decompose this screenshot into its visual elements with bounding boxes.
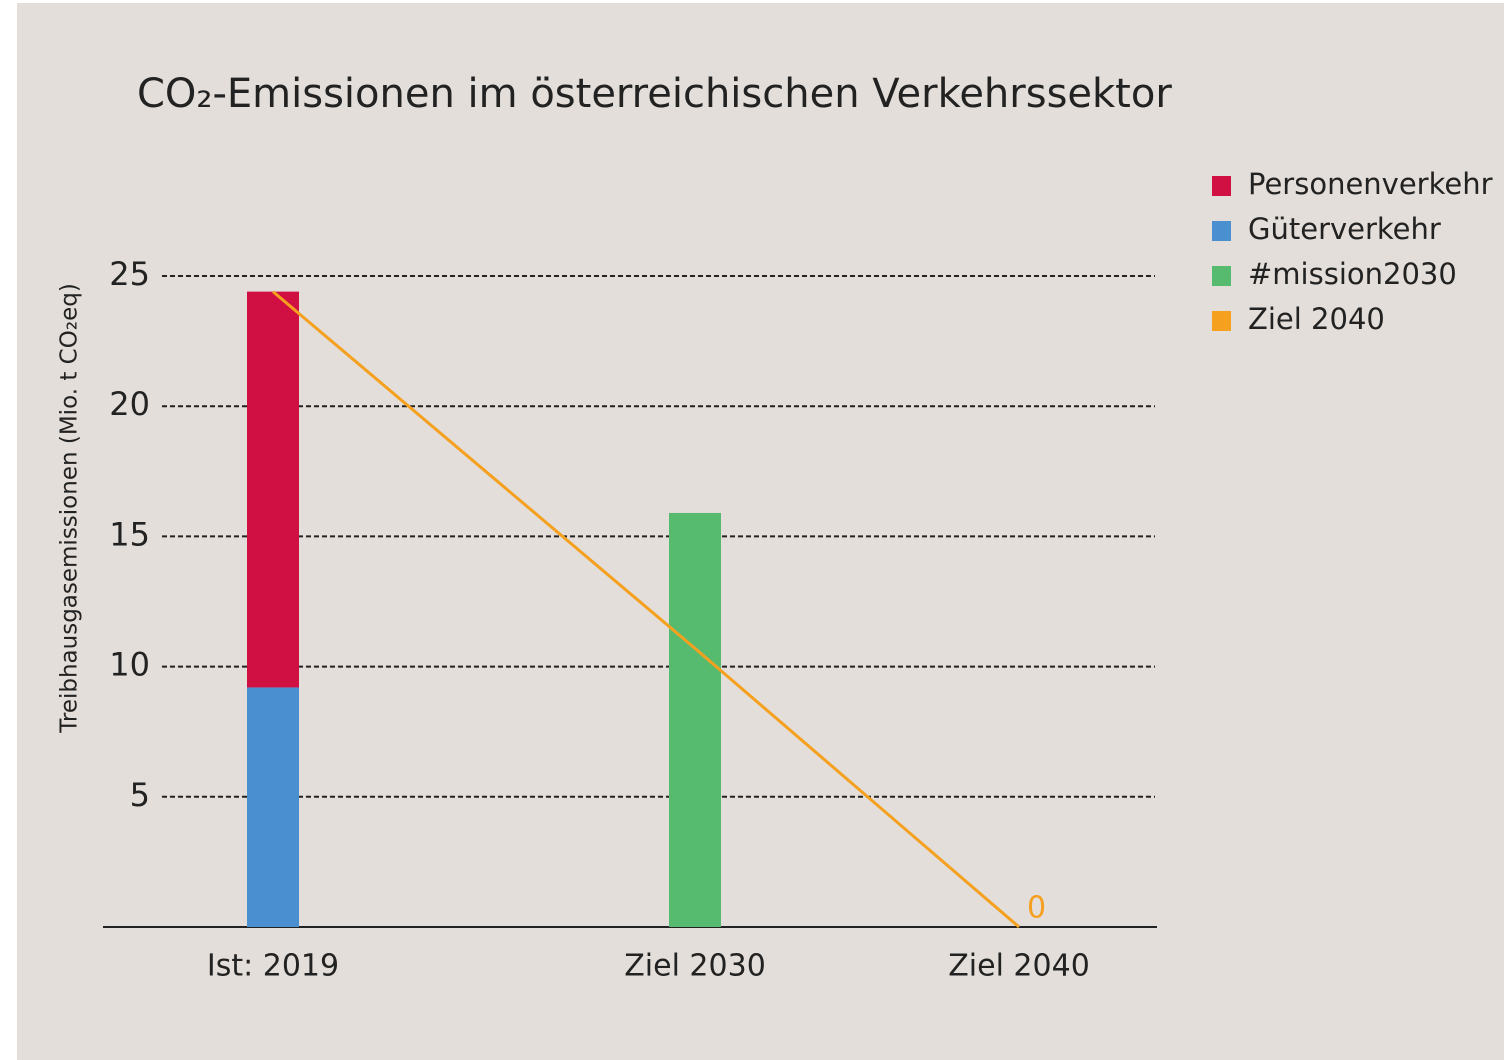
y-tick-label: 5 [130,776,150,814]
legend-label: #mission2030 [1248,257,1457,291]
x-tick-label: Ist: 2019 [207,949,339,984]
legend-swatch [1212,266,1231,286]
bar [669,512,721,927]
x-tick-label: Ziel 2030 [624,949,766,984]
chart-title: CO₂-Emissionen im österreichischen Verke… [137,71,1172,117]
x-tick-label: Ziel 2040 [948,949,1090,984]
legend-label: Personenverkehr [1248,167,1493,201]
y-tick-label: 15 [109,515,150,553]
line [272,290,1020,929]
legend-swatch [1212,221,1231,241]
legend-label: Güterverkehr [1248,212,1441,246]
data-label: 0 [1027,891,1046,926]
y-tick-label: 25 [109,255,150,293]
legend-label: Ziel 2040 [1248,302,1385,336]
y-tick-label: 20 [109,385,150,423]
legend-swatch [1212,176,1231,196]
legend-swatch [1212,311,1231,331]
chart-background [17,3,1504,1060]
bar [247,687,299,927]
y-tick-label: 10 [109,646,150,684]
y-axis-label: Treibhausgasemissionen (Mio. t CO₂eq) [57,283,83,734]
bar [247,291,299,688]
